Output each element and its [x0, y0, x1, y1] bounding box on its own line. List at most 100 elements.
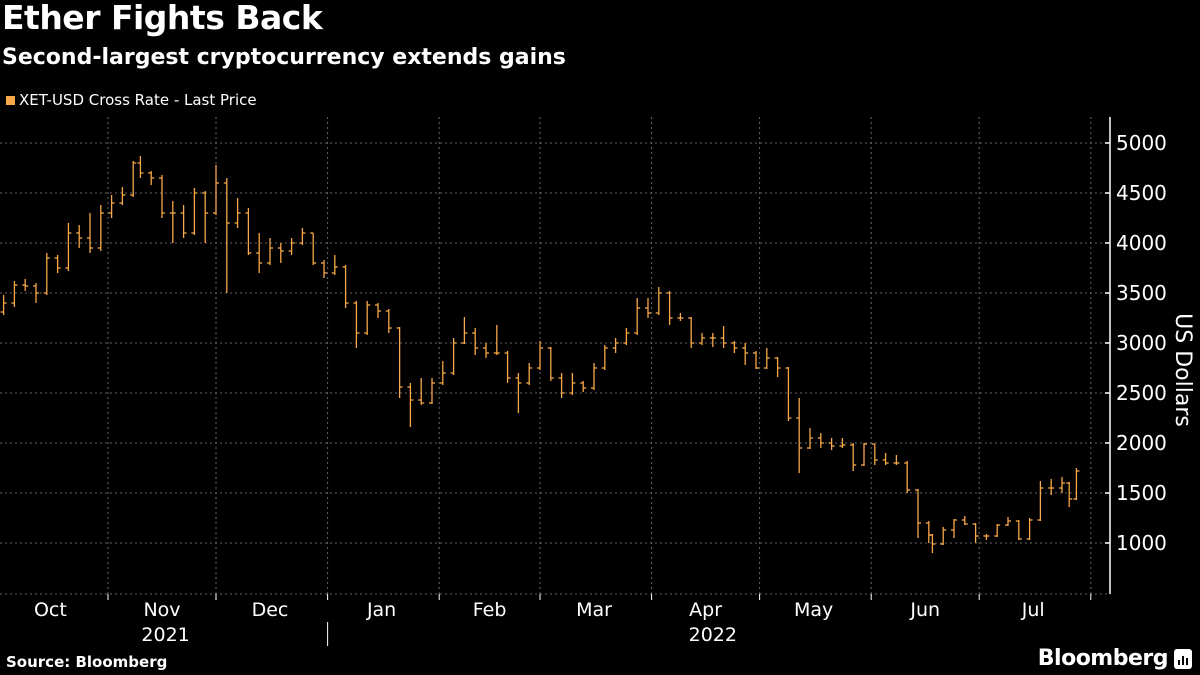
ohlc-bar: [277, 243, 284, 263]
ohlc-bar: [245, 208, 252, 255]
ohlc-bar: [951, 519, 957, 538]
ohlc-bar: [882, 453, 889, 465]
ohlc-bar: [22, 279, 29, 291]
ohlc-bar: [526, 363, 533, 385]
x-tick-label: Dec: [252, 599, 289, 621]
ohlc-bar: [940, 527, 947, 545]
ohlc-bar: [1059, 477, 1065, 493]
ohlc-bar: [483, 343, 489, 358]
ohlc-bar: [385, 309, 392, 333]
ohlc-bar: [54, 255, 61, 273]
ohlc-bar: [972, 523, 979, 543]
y-tick-label: 1000: [1116, 531, 1167, 555]
ohlc-bar: [699, 333, 705, 345]
ohlc-bar: [342, 265, 349, 308]
ohlc-bar: [839, 438, 846, 448]
year-label: 2021: [141, 624, 189, 646]
ohlc-bar: [515, 373, 522, 413]
bloomberg-logo: Bloomberg: [1038, 646, 1192, 671]
ohlc-bar: [429, 378, 435, 404]
ohlc-bar: [547, 347, 554, 381]
ohlc-bar: [461, 317, 468, 344]
ohlc-bar: [202, 191, 209, 243]
x-tick-label: Apr: [689, 599, 722, 621]
ohlc-bar: [288, 238, 295, 255]
y-tick-label: 1500: [1116, 481, 1167, 505]
ohlc-bar: [159, 175, 165, 218]
ohlc-bar: [666, 291, 673, 325]
ohlc-bar: [634, 298, 641, 335]
ohlc-bar: [504, 351, 511, 383]
legend-swatch: [6, 95, 15, 105]
ohlc-bar: [925, 521, 932, 543]
x-tick-label: Mar: [576, 599, 612, 621]
ohlc-bar: [558, 373, 565, 398]
y-tick-label: 3500: [1116, 281, 1167, 305]
ohlc-bar: [537, 341, 543, 370]
ohlc-bar: [169, 201, 176, 243]
ohlc-bar: [850, 443, 857, 471]
ohlc-bar: [223, 178, 230, 293]
ohlc-bar: [961, 516, 968, 525]
ohlc-bar: [418, 378, 425, 405]
ohlc-bar: [774, 357, 781, 377]
ohlc-bar: [720, 326, 727, 348]
x-tick-label: Oct: [34, 599, 67, 621]
ohlc-bar: [1037, 481, 1044, 521]
source-note: Source: Bloomberg: [6, 653, 168, 671]
ohlc-bar: [569, 373, 576, 395]
ohlc-bar: [213, 165, 219, 215]
ohlc-bar: [364, 301, 371, 335]
bloomberg-chart-icon: [1174, 648, 1192, 669]
ohlc-bar: [929, 534, 936, 553]
ohlc-bar: [331, 255, 338, 275]
ohlc-bar: [97, 205, 104, 251]
ohlc-bar: [763, 348, 770, 369]
ohlc-bar: [785, 367, 792, 421]
ohlc-bar: [1015, 520, 1022, 540]
ohlc-bar: [709, 333, 716, 347]
y-tick-label: 3000: [1116, 331, 1167, 355]
ohlc-bar: [137, 156, 144, 178]
year-label: 2022: [689, 624, 737, 646]
ohlc-bar: [407, 383, 414, 427]
ohlc-bar: [591, 363, 597, 390]
ohlc-bar: [234, 198, 241, 228]
x-tick-label: May: [794, 599, 833, 621]
ohlc-bar: [807, 428, 813, 449]
y-tick-label: 4500: [1116, 181, 1167, 205]
x-tick-label: Jul: [1021, 599, 1045, 621]
ohlc-bar: [861, 443, 867, 466]
ohlc-bar: [742, 343, 749, 365]
ohlc-bar: [0, 295, 7, 315]
ohlc-bar: [256, 233, 263, 273]
ohlc-bar: [1073, 468, 1080, 500]
ohlc-bar: [76, 225, 83, 248]
ohlc-bar: [731, 341, 738, 353]
ohlc-bar: [119, 187, 126, 205]
ohlc-bar: [893, 455, 900, 465]
ohlc-bar: [267, 238, 273, 265]
ohlc-bar: [601, 345, 608, 370]
y-tick-label: 2500: [1116, 381, 1167, 405]
ohlc-bar: [655, 287, 662, 315]
ohlc-bar: [148, 171, 155, 185]
legend-label: XET-USD Cross Rate - Last Price: [19, 91, 257, 109]
ohlc-bar: [645, 298, 651, 318]
legend: XET-USD Cross Rate - Last Price: [6, 91, 257, 109]
ohlc-bar: [983, 534, 990, 540]
ohlc-bar: [87, 213, 93, 253]
ohlc-bar: [310, 232, 317, 265]
ohlc-bar: [299, 228, 306, 245]
x-tick-label: Jan: [366, 599, 396, 621]
ohlc-bar: [817, 433, 824, 448]
ohlc-bar: [65, 223, 72, 271]
chart-subtitle: Second-largest cryptocurrency extends ga…: [2, 45, 566, 70]
x-tick-label: Feb: [473, 599, 507, 621]
ohlc-bar: [1066, 482, 1073, 507]
ohlc-bar: [688, 317, 695, 348]
ohlc-bar: [1048, 479, 1055, 495]
ohlc-bar: [43, 253, 50, 295]
ohlc-bar: [994, 524, 1001, 537]
